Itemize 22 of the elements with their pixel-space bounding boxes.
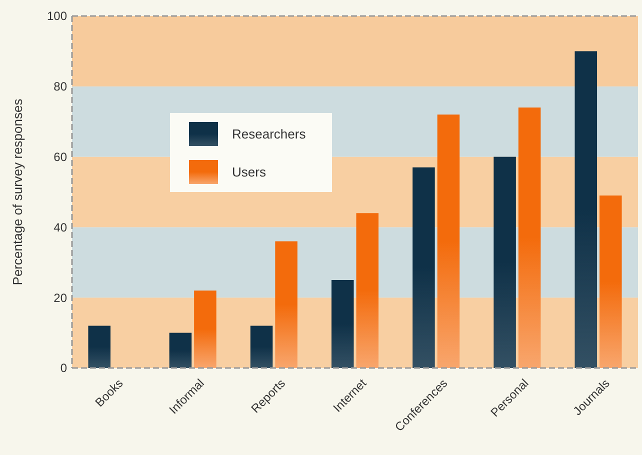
y-axis-title: Percentage of survey responses (10, 98, 25, 286)
bar (275, 241, 298, 368)
legend-label: Researchers (232, 126, 306, 142)
bar (250, 326, 273, 368)
bar (518, 108, 541, 368)
bar (437, 114, 460, 368)
y-tick-label: 100 (46, 9, 68, 24)
y-tick-label: 40 (54, 220, 68, 234)
bar (331, 280, 354, 368)
bar (169, 332, 192, 368)
y-tick-label: 60 (54, 150, 68, 164)
bar (194, 290, 216, 368)
bar (600, 196, 622, 368)
y-tick-label: 80 (54, 80, 68, 94)
bar (88, 326, 110, 368)
bar (356, 213, 379, 368)
y-tick-label: 20 (54, 290, 68, 305)
bar (412, 167, 435, 368)
legend-label: Users (232, 164, 266, 180)
y-tick-label: 0 (60, 361, 68, 376)
bar (574, 51, 598, 368)
bar (494, 156, 516, 368)
